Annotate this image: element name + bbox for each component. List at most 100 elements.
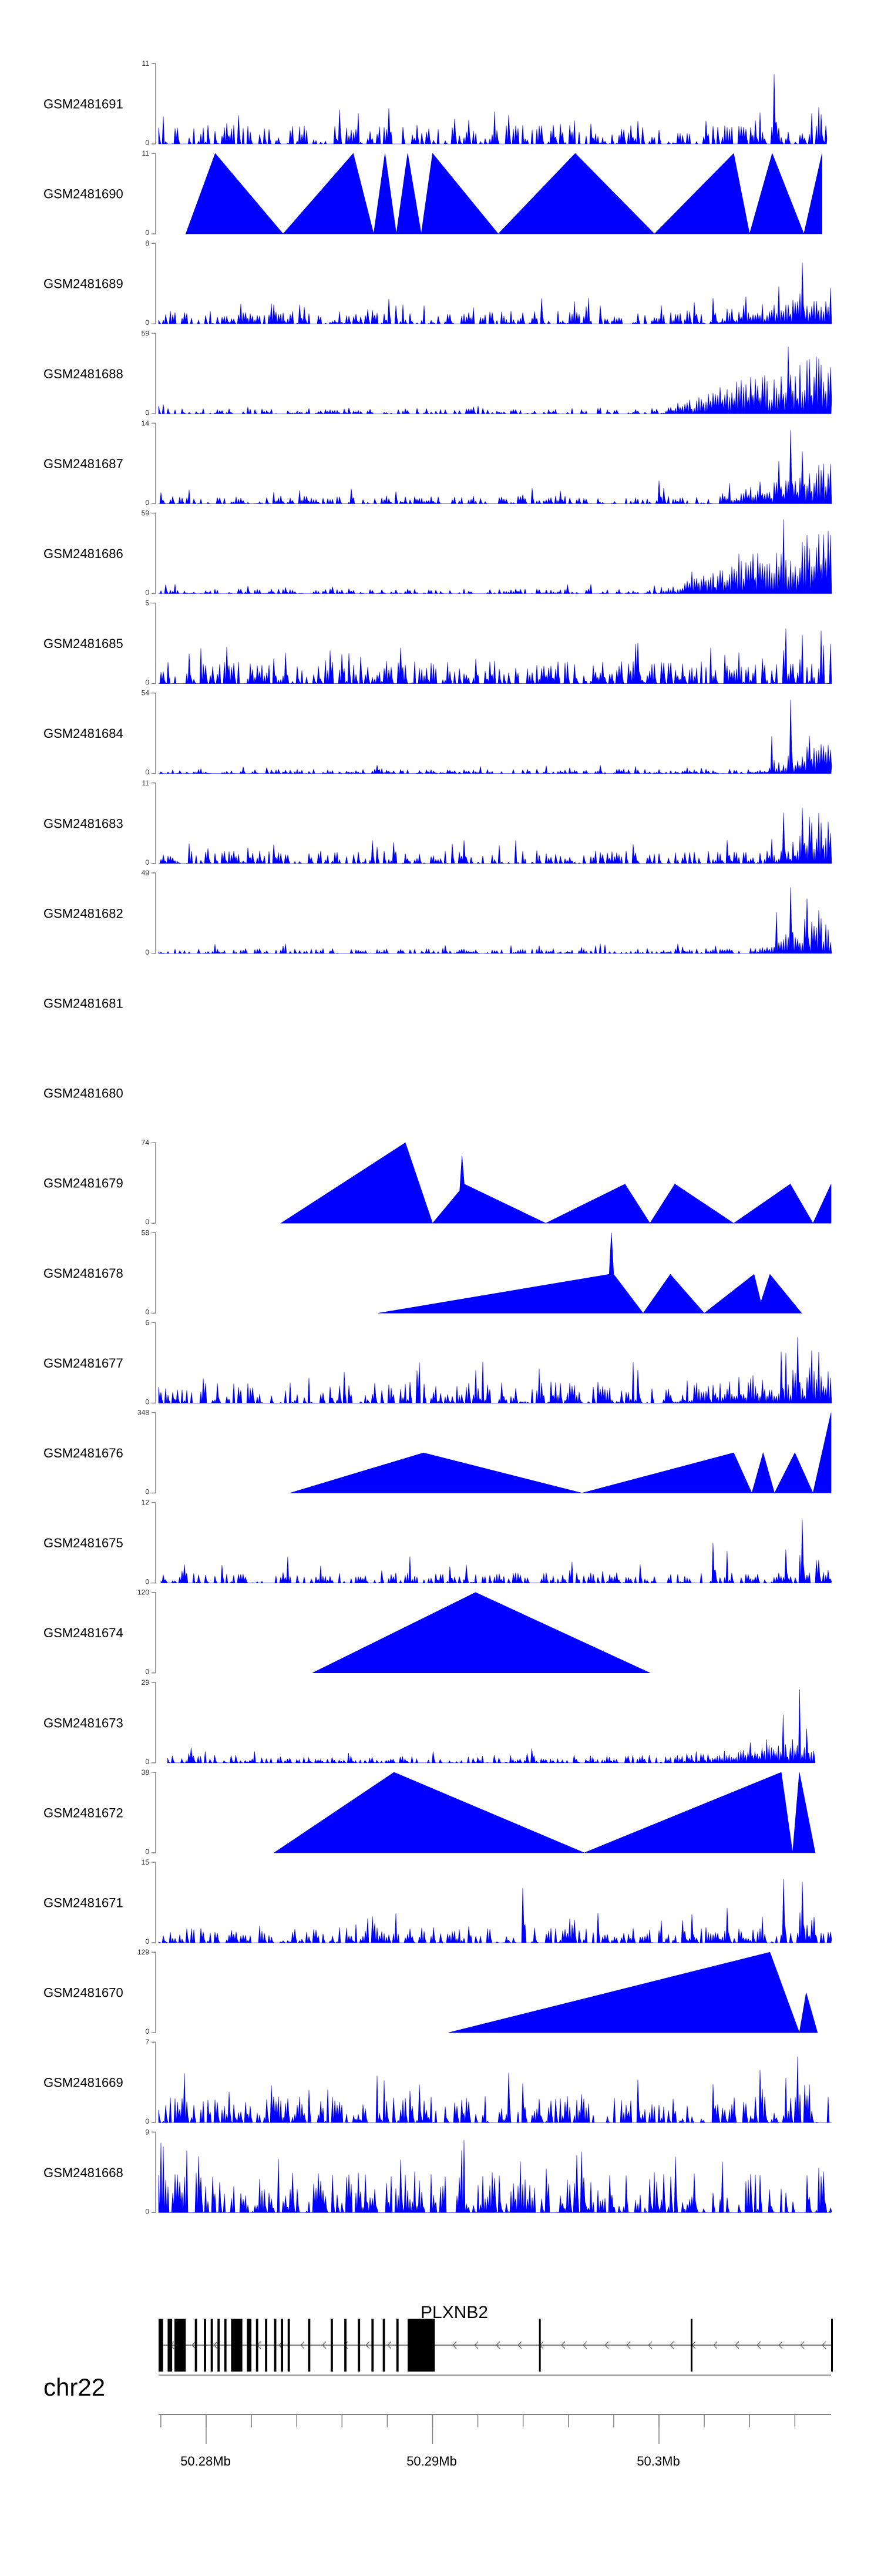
genome-axis: 50.28Mb 50.29Mb 50.3Mb [159, 2414, 831, 2468]
coverage-area [160, 1519, 832, 1584]
track-GSM2481672: GSM2481672 38 0 [43, 1768, 816, 1856]
track-GSM2481675: GSM2481675 12 0 [43, 1499, 832, 1586]
y-max-label: 38 [142, 1768, 150, 1776]
y-min-label: 0 [145, 318, 149, 327]
gene-exon [308, 2319, 311, 2372]
track-GSM2481686: GSM2481686 59 0 [43, 509, 832, 597]
x-tick-label: 50.3Mb [637, 2454, 680, 2468]
strand-arrow [322, 2341, 327, 2349]
track-GSM2481678: GSM2481678 58 0 [43, 1228, 802, 1316]
gene-exon [396, 2319, 399, 2372]
coverage-area [159, 628, 832, 684]
y-min-label: 0 [145, 679, 149, 687]
track-GSM2481680: GSM2481680 [43, 1086, 123, 1101]
coverage-area [158, 347, 832, 415]
track-label: GSM2481669 [43, 2075, 123, 2090]
track-GSM2481677: GSM2481677 6 0 [43, 1318, 832, 1406]
y-max-label: 8 [145, 239, 149, 247]
y-min-label: 0 [145, 2117, 149, 2125]
strand-arrow [191, 2341, 196, 2349]
coverage-area [280, 1142, 832, 1224]
strand-arrow [213, 2341, 218, 2349]
gene-exon [255, 2319, 258, 2372]
y-max-label: 7 [145, 2038, 149, 2046]
coverage-tracks: GSM2481691110GSM2481690110GSM248168980GS… [43, 59, 832, 2215]
gene-exon [274, 2319, 277, 2372]
track-label: GSM2481675 [43, 1536, 123, 1550]
y-max-label: 29 [142, 1678, 150, 1687]
track-GSM2481681: GSM2481681 [43, 996, 123, 1011]
strand-arrow [735, 2341, 739, 2349]
track-label: GSM2481689 [43, 277, 123, 291]
track-label: GSM2481685 [43, 636, 123, 651]
gene-exon [358, 2319, 361, 2372]
y-min-label: 0 [145, 1668, 149, 1676]
y-min-label: 0 [145, 498, 149, 506]
track-label: GSM2481687 [43, 456, 123, 471]
strand-arrow [648, 2341, 653, 2349]
track-label: GSM2481680 [43, 1086, 123, 1101]
gene-exon [210, 2319, 213, 2372]
y-max-label: 14 [142, 419, 150, 427]
coverage-area [159, 700, 832, 774]
y-max-label: 120 [137, 1588, 149, 1597]
strand-arrow [713, 2341, 718, 2349]
y-max-label: 15 [142, 1858, 150, 1866]
y-max-label: 348 [137, 1409, 149, 1417]
coverage-area [158, 1879, 832, 1944]
y-min-label: 0 [145, 948, 149, 956]
gene-exon [159, 2319, 163, 2372]
y-max-label: 11 [142, 779, 150, 787]
strand-arrow [670, 2341, 674, 2349]
x-tick-label: 50.28Mb [180, 2454, 231, 2468]
coverage-area [273, 1772, 816, 1853]
coverage-area [185, 153, 822, 235]
gene-exon [690, 2319, 692, 2372]
gene-exon [408, 2319, 435, 2372]
y-max-label: 59 [142, 329, 150, 337]
track-label: GSM2481677 [43, 1356, 123, 1371]
gene-exon [204, 2319, 206, 2372]
track-GSM2481684: GSM2481684 54 0 [43, 689, 832, 777]
coverage-area [159, 430, 832, 505]
y-max-label: 49 [142, 869, 150, 877]
strand-arrow [822, 2341, 826, 2349]
strand-arrow [756, 2341, 761, 2349]
coverage-area [158, 2056, 832, 2124]
coverage-area [167, 1689, 816, 1764]
gene-exon [167, 2319, 173, 2372]
track-label: GSM2481686 [43, 546, 123, 561]
coverage-area [158, 2140, 832, 2214]
track-GSM2481673: GSM2481673 29 0 [43, 1678, 816, 1766]
y-max-label: 11 [142, 59, 150, 68]
y-min-label: 0 [145, 1398, 149, 1406]
track-label: GSM2481673 [43, 1715, 123, 1730]
strand-arrow [496, 2341, 500, 2349]
track-GSM2481685: GSM2481685 5 0 [43, 599, 832, 687]
track-GSM2481683: GSM2481683 11 0 [43, 779, 832, 866]
gene-exon [831, 2319, 833, 2372]
coverage-area [378, 1232, 802, 1314]
y-max-label: 129 [137, 1948, 149, 1956]
track-GSM2481691: GSM2481691 11 0 [43, 59, 828, 147]
strand-arrow [344, 2341, 348, 2349]
y-min-label: 0 [145, 589, 149, 597]
y-min-label: 0 [145, 229, 149, 237]
track-GSM2481670: GSM2481670 129 0 [43, 1948, 818, 2036]
strand-arrow [365, 2341, 370, 2349]
track-label: GSM2481679 [43, 1176, 123, 1191]
strand-arrow [583, 2341, 587, 2349]
coverage-area [158, 887, 832, 954]
y-min-label: 0 [145, 1308, 149, 1316]
y-max-label: 11 [142, 149, 150, 157]
gene-exon [382, 2319, 385, 2372]
gene-exon [217, 2319, 220, 2372]
gene-exon [231, 2319, 243, 2372]
y-min-label: 0 [145, 768, 149, 777]
y-min-label: 0 [145, 1937, 149, 1946]
strand-arrow [300, 2341, 305, 2349]
track-GSM2481682: GSM2481682 49 0 [43, 869, 832, 956]
gene-model-track: PLXNB2 [159, 2303, 833, 2372]
track-label: GSM2481671 [43, 1896, 123, 1910]
coverage-area [448, 1952, 818, 2034]
